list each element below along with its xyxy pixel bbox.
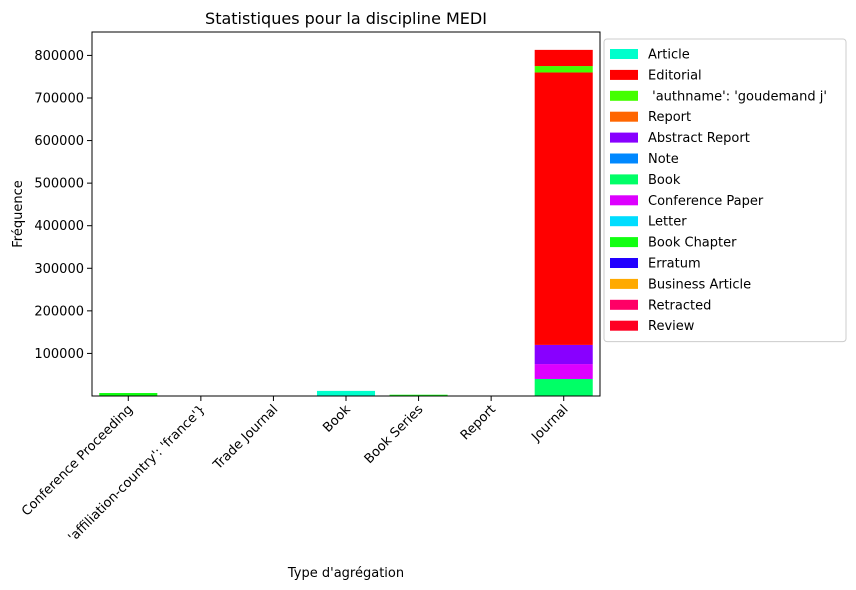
legend-swatch bbox=[610, 174, 638, 185]
x-tick-label: Journal bbox=[528, 402, 571, 445]
bar-segment bbox=[534, 378, 593, 396]
y-axis-label: Fréquence bbox=[11, 180, 26, 247]
y-tick-label: 600000 bbox=[34, 134, 84, 149]
legend-swatch bbox=[610, 49, 638, 59]
y-tick-label: 100000 bbox=[34, 347, 84, 362]
legend-swatch bbox=[610, 278, 638, 289]
legend-label: 'authname': 'goudemand j' bbox=[648, 89, 827, 104]
x-tick-label: Trade Journal bbox=[210, 402, 281, 473]
legend-swatch bbox=[610, 132, 638, 143]
legend-label: Review bbox=[648, 319, 695, 334]
legend-label: Erratum bbox=[648, 257, 701, 272]
x-tick-label: Book bbox=[320, 402, 354, 436]
bar-segment bbox=[99, 393, 158, 396]
legend-swatch bbox=[610, 320, 638, 331]
bar-segment bbox=[534, 364, 593, 379]
legend-label: Book Chapter bbox=[648, 236, 737, 251]
legend-label: Article bbox=[648, 48, 690, 63]
y-tick-label: 300000 bbox=[34, 262, 84, 277]
chart-title: Statistiques pour la discipline MEDI bbox=[205, 9, 487, 28]
bar-segment bbox=[534, 344, 593, 365]
x-tick-label: Report bbox=[458, 402, 499, 443]
y-tick-label: 700000 bbox=[34, 91, 84, 106]
y-tick-label: 500000 bbox=[34, 177, 84, 192]
legend-label: Retracted bbox=[648, 298, 711, 313]
legend-swatch bbox=[610, 111, 638, 122]
y-tick-label: 800000 bbox=[34, 49, 84, 64]
legend-swatch bbox=[610, 216, 638, 227]
y-ticks-group: 100000 200000 300000 400000 500000 600000 7000… bbox=[34, 49, 92, 362]
legend-swatch bbox=[610, 90, 638, 101]
x-tick-label: Book Series bbox=[362, 402, 427, 467]
legend-label: Letter bbox=[648, 215, 687, 230]
y-tick-label: 400000 bbox=[34, 219, 84, 234]
x-ticks-group: Conference Proceeding'affiliation-countr… bbox=[19, 396, 572, 545]
legend-label: Conference Paper bbox=[648, 194, 764, 209]
legend-box bbox=[603, 38, 847, 343]
legend-label: Business Article bbox=[648, 277, 751, 292]
y-tick-label: 200000 bbox=[34, 304, 84, 319]
legend-swatch bbox=[610, 237, 638, 248]
bar-segment bbox=[534, 49, 593, 67]
bar-segment bbox=[389, 394, 448, 396]
legend-swatch bbox=[610, 153, 638, 164]
legend-swatch bbox=[610, 69, 638, 80]
x-axis-label: Type d'agrégation bbox=[287, 566, 404, 581]
plot-frame bbox=[91, 31, 601, 397]
legend-label: Note bbox=[648, 152, 679, 167]
legend-label: Abstract Report bbox=[648, 131, 750, 146]
bar-segment bbox=[534, 72, 593, 345]
legend-label: Book bbox=[648, 173, 681, 188]
bar-segment bbox=[316, 390, 376, 396]
bars-group bbox=[99, 49, 593, 396]
legend-label: Report bbox=[648, 110, 691, 125]
legend-swatch bbox=[610, 299, 638, 310]
x-tick-label: 'affiliation-country': 'france'} bbox=[66, 402, 209, 545]
axes-group bbox=[91, 31, 601, 397]
legend-swatch bbox=[610, 195, 638, 206]
legend-label: Editorial bbox=[648, 68, 702, 83]
bar-segment bbox=[534, 66, 593, 73]
legend-swatch bbox=[610, 258, 638, 268]
legend: Article Editorial 'authname': 'goudemand … bbox=[603, 38, 847, 343]
